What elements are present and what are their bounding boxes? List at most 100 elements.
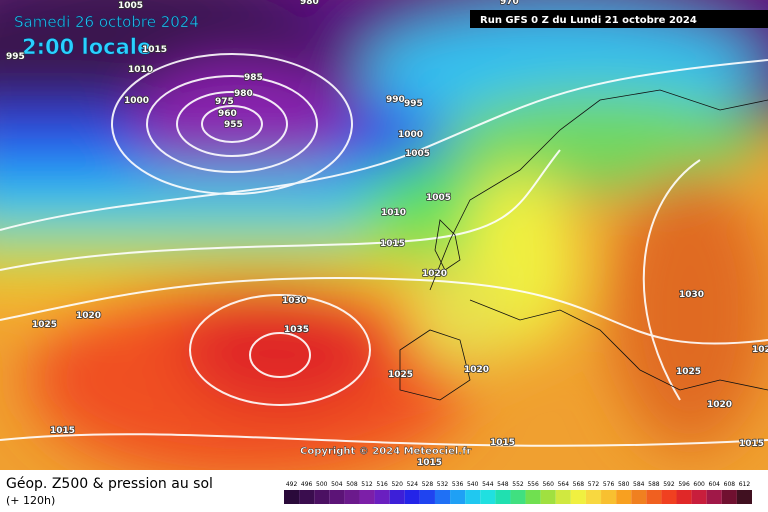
legend-label: 540 xyxy=(467,481,479,488)
isobar-label: 1005 xyxy=(118,1,143,11)
legend-swatch xyxy=(419,490,435,504)
isobar-label: 1015 xyxy=(50,426,75,436)
legend-label: 556 xyxy=(527,481,539,488)
isobar-label: 1020 xyxy=(707,400,732,410)
legend-swatch xyxy=(329,490,345,504)
isobar-label: 990 xyxy=(386,95,405,105)
legend-swatch xyxy=(374,490,390,504)
legend-label: 560 xyxy=(542,481,554,488)
legend-swatch xyxy=(646,490,662,504)
legend-label: 592 xyxy=(663,481,675,488)
isobar-label: 1020 xyxy=(76,311,101,321)
legend-label: 604 xyxy=(709,481,721,488)
legend-swatch xyxy=(676,490,692,504)
isobar-label: 985 xyxy=(244,73,263,83)
isobar-label: 975 xyxy=(215,97,234,107)
legend-label: 600 xyxy=(693,481,705,488)
legend-label: 532 xyxy=(437,481,449,488)
legend-label: 584 xyxy=(633,481,645,488)
isobar-label: 1025 xyxy=(32,320,57,330)
legend-swatch xyxy=(736,490,752,504)
forecast-time: 2:00 locale xyxy=(22,35,151,59)
legend-swatch xyxy=(616,490,632,504)
isobar-label: 1025 xyxy=(676,367,701,377)
isobar-label: 1030 xyxy=(679,290,704,300)
legend-swatch xyxy=(450,490,466,504)
isobar-label: 102 xyxy=(752,345,768,355)
copyright: Copyright © 2024 Meteociel.fr xyxy=(300,446,471,457)
isobar-label: 980 xyxy=(300,0,319,7)
isobar-label: 1010 xyxy=(381,208,406,218)
legend-swatch xyxy=(570,490,586,504)
legend-label: 544 xyxy=(482,481,494,488)
isobar-label: 1005 xyxy=(426,193,451,203)
legend-label: 508 xyxy=(346,481,358,488)
isobar-label: 1020 xyxy=(464,365,489,375)
footer-lead: (+ 120h) xyxy=(6,494,55,507)
isobar-label: 1015 xyxy=(417,458,442,468)
legend-label: 504 xyxy=(331,481,343,488)
isobar-label: 1010 xyxy=(128,65,153,75)
legend-swatch xyxy=(314,490,330,504)
legend-label: 500 xyxy=(316,481,328,488)
legend-swatch xyxy=(721,490,737,504)
run-info: Run GFS 0 Z du Lundi 21 octobre 2024 xyxy=(480,15,697,26)
legend-swatch xyxy=(434,490,451,504)
isobar-label: 1025 xyxy=(388,370,413,380)
isobar-label: 1015 xyxy=(490,438,515,448)
isobar-label: 960 xyxy=(218,109,237,119)
isobar-label: 970 xyxy=(500,0,519,7)
legend-label: 492 xyxy=(286,481,298,488)
legend-label: 536 xyxy=(452,481,464,488)
legend-swatch xyxy=(661,490,677,504)
legend-swatch xyxy=(706,490,722,504)
isobar-label: 1015 xyxy=(739,439,764,449)
legend-swatch xyxy=(601,490,617,504)
isobar-label: 1020 xyxy=(422,269,447,279)
legend-label: 548 xyxy=(497,481,509,488)
legend-label: 608 xyxy=(724,481,736,488)
legend-label: 516 xyxy=(376,481,388,488)
isobar-label: 1030 xyxy=(282,296,307,306)
footer-title: Géop. Z500 & pression au sol xyxy=(6,476,213,492)
isobar-labels: 980 9701005995101510109851000980975960955… xyxy=(5,0,768,469)
legend-label: 612 xyxy=(739,481,751,488)
isobar-label: 955 xyxy=(224,120,243,130)
legend-swatch xyxy=(465,490,481,504)
isobar-label: 980 xyxy=(234,89,253,99)
isobar-label: 1005 xyxy=(405,149,430,159)
legend-swatch xyxy=(540,490,556,504)
legend-swatch xyxy=(389,490,405,504)
legend-swatch xyxy=(510,490,526,504)
legend-label: 512 xyxy=(361,481,373,488)
legend-label: 572 xyxy=(588,481,600,488)
legend-label: 496 xyxy=(301,481,313,488)
legend-label: 552 xyxy=(512,481,524,488)
isobar-label: 1035 xyxy=(284,325,309,335)
legend-swatch xyxy=(525,490,541,504)
legend-swatch xyxy=(691,490,707,504)
isobar-label: 1000 xyxy=(398,130,423,140)
isobar-label: 1000 xyxy=(124,96,149,106)
legend-swatch xyxy=(495,490,511,504)
isobar-label: 1015 xyxy=(380,239,405,249)
legend-label: 524 xyxy=(407,481,419,488)
legend-swatch xyxy=(284,490,300,504)
legend-label: 576 xyxy=(603,481,615,488)
isobar-label: 995 xyxy=(404,99,423,109)
legend-swatch xyxy=(344,490,360,504)
isobar-label: 995 xyxy=(6,52,25,62)
legend-swatch xyxy=(480,490,496,504)
isobar-label: 1015 xyxy=(142,45,167,55)
legend-swatch xyxy=(585,490,602,504)
legend-label: 564 xyxy=(558,481,570,488)
legend-swatch xyxy=(631,490,647,504)
legend: 492 496 500 504 508 512 516 520 524 528 532 536 540 5… xyxy=(284,481,752,504)
legend-label: 528 xyxy=(422,481,434,488)
legend-label: 520 xyxy=(391,481,403,488)
run-box xyxy=(470,10,768,28)
legend-label: 568 xyxy=(573,481,585,488)
legend-swatch xyxy=(299,490,315,504)
forecast-date: Samedi 26 octobre 2024 xyxy=(14,13,199,31)
